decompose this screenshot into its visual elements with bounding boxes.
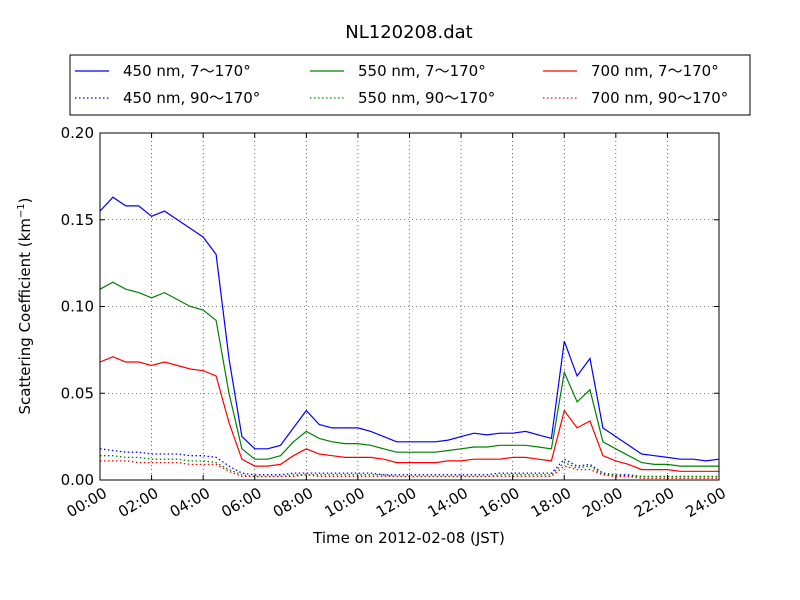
legend-label-1: 450 nm, 90～170° xyxy=(123,89,260,107)
y-axis-label-main: Scattering Coefficient (km xyxy=(16,218,34,414)
legend: 450 nm, 7～170° 450 nm, 90～170° 550 nm, 7～1… xyxy=(69,54,751,116)
chart-title: NL120208.dat xyxy=(345,22,472,43)
legend-label-0: 450 nm, 7～170° xyxy=(123,62,251,80)
legend-label-2: 550 nm, 7～170° xyxy=(358,62,486,80)
y-axis-label-suffix: ) xyxy=(16,197,34,203)
y-axis-label-sup: −1 xyxy=(16,203,27,218)
legend-label-4: 700 nm, 7～170° xyxy=(591,62,719,80)
series-line-2 xyxy=(99,281,719,467)
x-axis-label: Time on 2012-02-08 (JST) xyxy=(312,529,505,547)
series-line-0 xyxy=(99,196,720,462)
legend-label-3: 550 nm, 90～170° xyxy=(358,89,495,107)
y-tick-label: 0.05 xyxy=(61,384,94,402)
series-line-4 xyxy=(99,356,719,472)
y-axis-label: Scattering Coefficient (km−1) xyxy=(16,197,34,414)
y-tick-label: 0.15 xyxy=(61,211,94,229)
legend-label-5: 700 nm, 90～170° xyxy=(591,89,728,107)
y-tick-label: 0.20 xyxy=(61,124,94,142)
y-tick-label: 0.10 xyxy=(61,298,94,316)
y-tick-label: 0.00 xyxy=(61,471,94,489)
legend-box xyxy=(69,54,751,116)
